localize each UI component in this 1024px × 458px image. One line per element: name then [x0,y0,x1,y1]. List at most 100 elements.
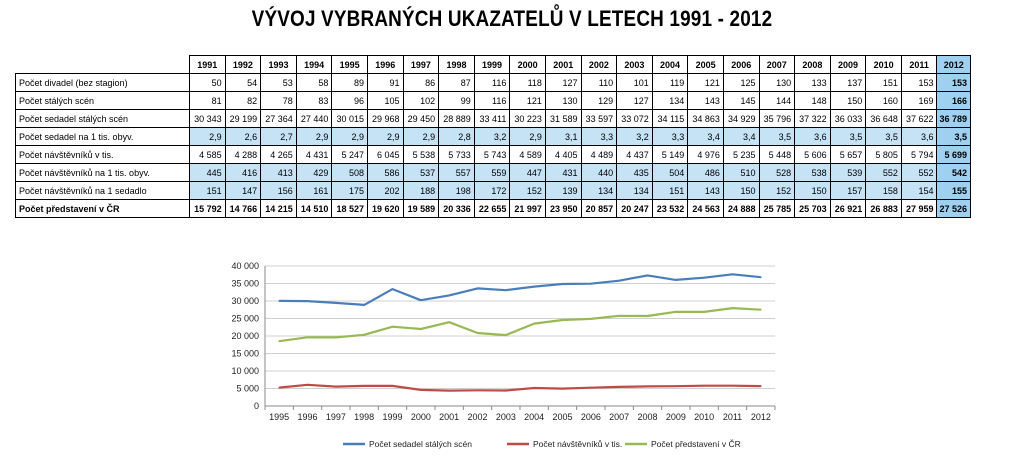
table-row: Počet divadel (bez stagion) 50 54 53 58 89 91 8… [15,73,971,92]
data-point [590,282,592,285]
table-cell: 137 [829,73,867,92]
table-cell: 116 [473,73,511,92]
y-tick-label: 10 000 [231,366,259,376]
table-header-year: 1998 [438,55,475,74]
table-cell: 2,7 [260,127,297,146]
table-cell: 4 431 [295,145,333,164]
table-cell: 538 [794,163,831,182]
row-label: Počet sedadel stálých scén [15,109,190,128]
table-header-year: 1997 [402,55,440,74]
table-cell: 14 215 [260,199,297,218]
table-cell: 445 [189,163,226,182]
table-cell: 2,9 [331,127,368,146]
table-cell: 413 [260,163,297,182]
table-cell: 36 648 [865,109,902,128]
x-tick-label: 2006 [581,412,601,422]
table-cell: 3,5 [936,127,971,146]
table-cell: 31 589 [544,109,582,128]
table-cell: 21 997 [509,199,546,218]
table-cell: 3,5 [865,127,902,146]
table-header-row: 1991 1992 1993 1994 1995 1996 1997 1998 1999 2000… [15,55,971,74]
table-cell: 2,9 [189,127,226,146]
data-point [476,287,479,290]
series-line-3 [279,306,761,343]
table-header-year: 1993 [260,55,297,74]
table-cell: 486 [687,163,724,182]
table-cell: 4 288 [224,145,262,164]
row-label: Počet návštěvníků v tis. [15,145,190,164]
table-cell: 29 199 [224,109,262,128]
data-point [363,334,365,336]
table-cell: 30 223 [509,109,546,128]
table-cell: 4 405 [544,145,582,164]
table-cell: 29 450 [402,109,440,128]
x-tick-label: 2003 [496,412,516,422]
row-label: Počet sedadel na 1 tis. obyv. [15,127,190,146]
table-cell: 151 [865,73,902,92]
table-cell: 145 [722,91,760,110]
table-cell: 33 072 [616,109,653,128]
table-cell: 101 [616,73,653,92]
y-tick-label: 0 [254,401,259,411]
table-header-year: 2009 [829,55,867,74]
x-tick-label: 1996 [297,412,317,422]
table-cell: 89 [331,73,368,92]
line-chart: 0 5 000 10 000 15 000 20 000 25 000 30 000 35 0… [231,261,776,449]
data-point [476,389,479,392]
x-tick-label: 2010 [694,412,714,422]
x-tick-label: 2008 [637,412,657,422]
table-cell: 14 510 [295,199,333,218]
data-point [618,386,620,388]
y-tick-label: 40 000 [231,261,259,271]
table-cell: 121 [687,73,724,92]
row-label: Počet stálých scén [15,91,190,110]
y-tick-label: 30 000 [231,296,259,306]
table-cell: 3,6 [794,127,831,146]
table-cell: 3,2 [616,127,653,146]
x-tick-label: 2007 [609,412,629,422]
data-point [420,328,422,330]
table-cell: 34 929 [722,109,760,128]
table-cell: 35 796 [758,109,796,128]
data-point [420,389,422,391]
table-header-year: 2006 [722,55,760,74]
table-header-blank [15,55,190,74]
data-point [760,308,762,311]
table-cell: 130 [758,73,796,92]
table-cell: 5 794 [900,145,938,164]
table-cell: 172 [473,181,511,200]
table-cell: 26 883 [865,199,902,218]
row-label: Počet návštěvníků na 1 sedadlo [15,181,190,200]
table-cell: 143 [687,181,724,200]
table-cell: 153 [900,73,938,92]
table-cell: 130 [544,91,582,110]
table-cell: 29 968 [366,109,404,128]
table-cell: 134 [651,91,689,110]
y-tick-label: 25 000 [231,314,259,324]
table-cell: 54 [224,73,262,92]
data-point [391,288,394,290]
table-row: Počet sedadel stálých scén 30 343 29 199 27… [15,109,971,128]
table-cell: 447 [509,163,546,182]
data-point [533,387,535,389]
data-point [590,318,592,320]
table-cell: 557 [438,163,475,182]
table-cell: 148 [794,91,831,110]
table-cell: 87 [438,73,475,92]
table-cell: 19 620 [366,199,404,218]
table-cell: 435 [616,163,653,182]
table-row: Počet představení v ČR 15 792 14 766 14 215… [15,199,971,218]
data-point [420,299,422,302]
table-header-year: 2004 [651,55,689,74]
table-cell: 14 766 [224,199,262,218]
row-label: Počet návštěvníků na 1 tis. obyv. [15,163,190,182]
legend-label: Počet představení v ČR [651,439,741,449]
table-cell: 5 733 [438,145,475,164]
table-cell: 510 [722,163,760,182]
data-point [618,279,620,282]
table-cell: 431 [544,163,582,182]
data-point [731,273,734,276]
data-point [476,332,479,334]
y-tick-label: 35 000 [231,279,259,289]
data-point [278,386,280,389]
